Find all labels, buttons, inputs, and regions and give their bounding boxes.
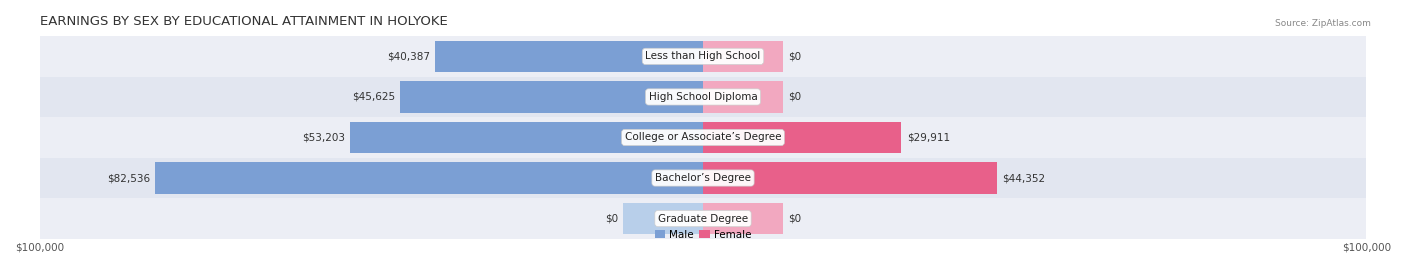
Text: Less than High School: Less than High School (645, 51, 761, 61)
Text: $53,203: $53,203 (302, 132, 344, 143)
Bar (623, 203, 703, 234)
Text: $40,387: $40,387 (387, 51, 430, 61)
Text: High School Diploma: High School Diploma (648, 92, 758, 102)
Text: $0: $0 (787, 51, 801, 61)
Bar (703, 122, 901, 153)
Text: $82,536: $82,536 (107, 173, 150, 183)
FancyBboxPatch shape (39, 117, 1367, 158)
Text: $0: $0 (787, 92, 801, 102)
Bar (703, 162, 997, 194)
Bar (703, 81, 783, 113)
Bar (156, 162, 703, 194)
Text: EARNINGS BY SEX BY EDUCATIONAL ATTAINMENT IN HOLYOKE: EARNINGS BY SEX BY EDUCATIONAL ATTAINMEN… (39, 15, 447, 28)
Bar (401, 81, 703, 113)
Text: $44,352: $44,352 (1002, 173, 1046, 183)
Text: $45,625: $45,625 (352, 92, 395, 102)
FancyBboxPatch shape (39, 198, 1367, 239)
Bar (703, 203, 783, 234)
Text: College or Associate’s Degree: College or Associate’s Degree (624, 132, 782, 143)
Text: $29,911: $29,911 (907, 132, 950, 143)
FancyBboxPatch shape (39, 158, 1367, 198)
Text: Source: ZipAtlas.com: Source: ZipAtlas.com (1275, 19, 1371, 28)
Text: $0: $0 (605, 214, 619, 224)
Text: Graduate Degree: Graduate Degree (658, 214, 748, 224)
Text: Bachelor’s Degree: Bachelor’s Degree (655, 173, 751, 183)
Bar (350, 122, 703, 153)
FancyBboxPatch shape (39, 36, 1367, 77)
Bar (703, 40, 783, 72)
Text: $0: $0 (787, 214, 801, 224)
FancyBboxPatch shape (39, 77, 1367, 117)
Bar (434, 40, 703, 72)
Legend: Male, Female: Male, Female (651, 225, 755, 244)
